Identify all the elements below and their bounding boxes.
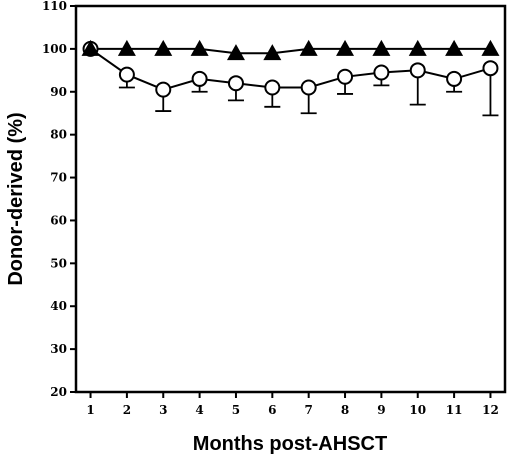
x-tick-label: 8: [341, 403, 349, 417]
y-tick-label: 100: [42, 42, 67, 56]
x-tick-label: 2: [123, 403, 131, 417]
x-tick-label: 3: [159, 403, 167, 417]
x-tick-label: 10: [409, 403, 426, 417]
triangle-marker: [190, 39, 209, 56]
circle-marker: [446, 70, 463, 87]
x-tick-label: 4: [195, 403, 203, 417]
triangle-marker: [299, 39, 318, 56]
y-tick-label: 110: [42, 0, 67, 13]
y-tick-label: 60: [50, 213, 67, 227]
series-line: [90, 47, 491, 55]
circle-marker: [300, 79, 317, 96]
triangle-marker: [154, 39, 173, 56]
triangle-marker: [81, 39, 100, 56]
triangle-marker: [336, 39, 355, 56]
triangle-marker: [372, 39, 391, 56]
markers: [81, 39, 500, 98]
circle-marker: [155, 81, 172, 98]
x-tick-label: 6: [268, 403, 276, 417]
circle-marker: [118, 66, 135, 83]
circle-marker: [227, 75, 244, 92]
circle-marker: [264, 79, 281, 96]
x-tick-label: 12: [482, 403, 499, 417]
triangle-marker: [445, 39, 464, 56]
x-tick-label: 1: [86, 403, 94, 417]
x-tick-label: 5: [232, 403, 240, 417]
x-tick-label: 11: [446, 403, 463, 417]
y-tick-label: 40: [50, 299, 67, 313]
circle-marker: [409, 62, 426, 79]
y-tick-label: 50: [50, 256, 67, 270]
series-line: [89, 48, 491, 91]
triangle-marker: [408, 39, 427, 56]
y-tick-label: 90: [50, 85, 67, 99]
triangle-marker: [117, 39, 136, 56]
y-tick-label: 30: [50, 342, 67, 356]
series-lines: [89, 47, 491, 91]
x-tick-label: 9: [377, 403, 385, 417]
y-axis-title: Donor-derived (%): [5, 112, 27, 285]
circle-marker: [373, 64, 390, 81]
circle-marker: [191, 70, 208, 87]
circle-marker: [482, 60, 499, 77]
x-tick-label: 7: [304, 403, 312, 417]
y-tick-label: 80: [50, 128, 67, 142]
triangle-marker: [263, 44, 282, 61]
x-axis-title: Months post-AHSCT: [193, 433, 387, 455]
circle-marker: [337, 68, 354, 85]
y-tick-label: 70: [50, 171, 67, 185]
triangle-marker: [481, 39, 500, 56]
triangle-marker: [226, 44, 245, 61]
y-tick-label: 20: [50, 385, 67, 399]
plot-frame: [74, 4, 507, 394]
